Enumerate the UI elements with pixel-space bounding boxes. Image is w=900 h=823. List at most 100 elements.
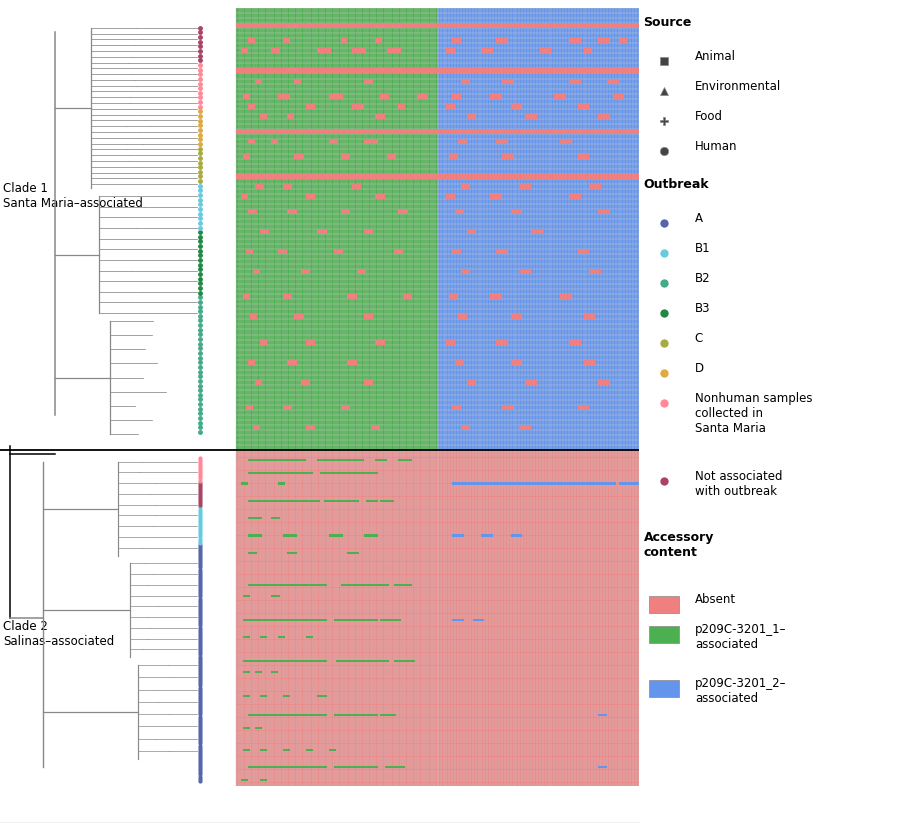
Bar <box>283 534 297 537</box>
Bar <box>455 209 464 214</box>
Bar <box>461 184 470 189</box>
Text: D: D <box>695 362 704 375</box>
Bar <box>569 78 580 83</box>
Bar <box>336 660 389 663</box>
Bar <box>237 128 437 133</box>
Bar <box>590 269 601 274</box>
Bar <box>578 249 590 254</box>
Bar <box>248 766 327 769</box>
Bar <box>340 584 389 587</box>
Bar <box>482 49 493 53</box>
Bar <box>540 49 552 53</box>
Bar <box>496 340 508 345</box>
Bar <box>449 154 458 159</box>
Bar <box>461 78 470 83</box>
Text: B3: B3 <box>695 302 710 315</box>
Bar <box>618 482 639 485</box>
Text: Human: Human <box>695 140 737 153</box>
Bar <box>375 114 384 119</box>
Text: p209C-3201_1–
associated: p209C-3201_1– associated <box>695 623 787 651</box>
Bar <box>458 139 467 144</box>
Text: Not associated
with outbreak: Not associated with outbreak <box>695 470 782 498</box>
Bar <box>569 194 580 199</box>
Bar <box>649 626 680 644</box>
Bar <box>502 154 514 159</box>
Bar <box>502 405 514 410</box>
Bar <box>243 154 250 159</box>
Bar <box>394 584 412 587</box>
Bar <box>271 671 278 673</box>
Bar <box>649 596 680 613</box>
Bar <box>472 619 484 621</box>
Bar <box>294 78 302 83</box>
Bar <box>352 184 362 189</box>
Bar <box>306 194 315 199</box>
Bar <box>248 500 320 502</box>
Bar <box>329 139 338 144</box>
Text: p209C-3201_2–
associated: p209C-3201_2– associated <box>695 677 787 704</box>
Bar <box>259 114 266 119</box>
Bar <box>583 360 595 365</box>
Bar <box>380 619 400 621</box>
Bar <box>294 314 303 319</box>
Bar <box>259 695 266 697</box>
Bar <box>306 104 315 109</box>
Bar <box>283 749 290 751</box>
Bar <box>318 229 327 234</box>
Bar <box>329 94 343 99</box>
Bar <box>613 94 625 99</box>
Bar <box>352 104 364 109</box>
Bar <box>554 94 566 99</box>
Bar <box>510 360 522 365</box>
Bar <box>375 340 384 345</box>
Bar <box>248 534 262 537</box>
Text: B1: B1 <box>695 242 710 255</box>
Bar <box>237 23 437 28</box>
Bar <box>306 425 315 430</box>
Bar <box>356 269 366 274</box>
Bar <box>446 104 455 109</box>
Bar <box>598 379 610 384</box>
Bar <box>259 229 269 234</box>
Bar <box>334 714 378 717</box>
Bar <box>446 194 455 199</box>
Bar <box>366 500 378 502</box>
Bar <box>278 636 285 639</box>
Bar <box>237 174 437 179</box>
Bar <box>437 8 639 450</box>
Bar <box>352 49 366 53</box>
Bar <box>250 314 257 319</box>
Bar <box>248 472 313 474</box>
Text: Absent: Absent <box>695 593 736 606</box>
Bar <box>329 534 343 537</box>
Bar <box>453 94 461 99</box>
Bar <box>243 660 327 663</box>
Text: Environmental: Environmental <box>695 80 781 93</box>
Bar <box>364 534 378 537</box>
Bar <box>453 405 461 410</box>
Bar <box>255 184 265 189</box>
Bar <box>243 695 250 697</box>
Bar <box>283 184 292 189</box>
Bar <box>243 636 250 639</box>
Bar <box>259 636 266 639</box>
Bar <box>302 379 310 384</box>
Bar <box>248 104 255 109</box>
Bar <box>461 425 470 430</box>
Bar <box>449 295 458 300</box>
Bar <box>453 482 616 485</box>
Bar <box>482 534 493 537</box>
Bar <box>255 671 262 673</box>
Bar <box>502 78 514 83</box>
Bar <box>334 619 378 621</box>
Bar <box>453 249 461 254</box>
Bar <box>329 749 336 751</box>
Bar <box>302 269 310 274</box>
Text: C: C <box>695 332 703 345</box>
Bar <box>283 695 290 697</box>
Bar <box>461 269 470 274</box>
Bar <box>259 779 266 781</box>
Bar <box>467 114 475 119</box>
Bar <box>294 154 303 159</box>
Bar <box>578 405 590 410</box>
